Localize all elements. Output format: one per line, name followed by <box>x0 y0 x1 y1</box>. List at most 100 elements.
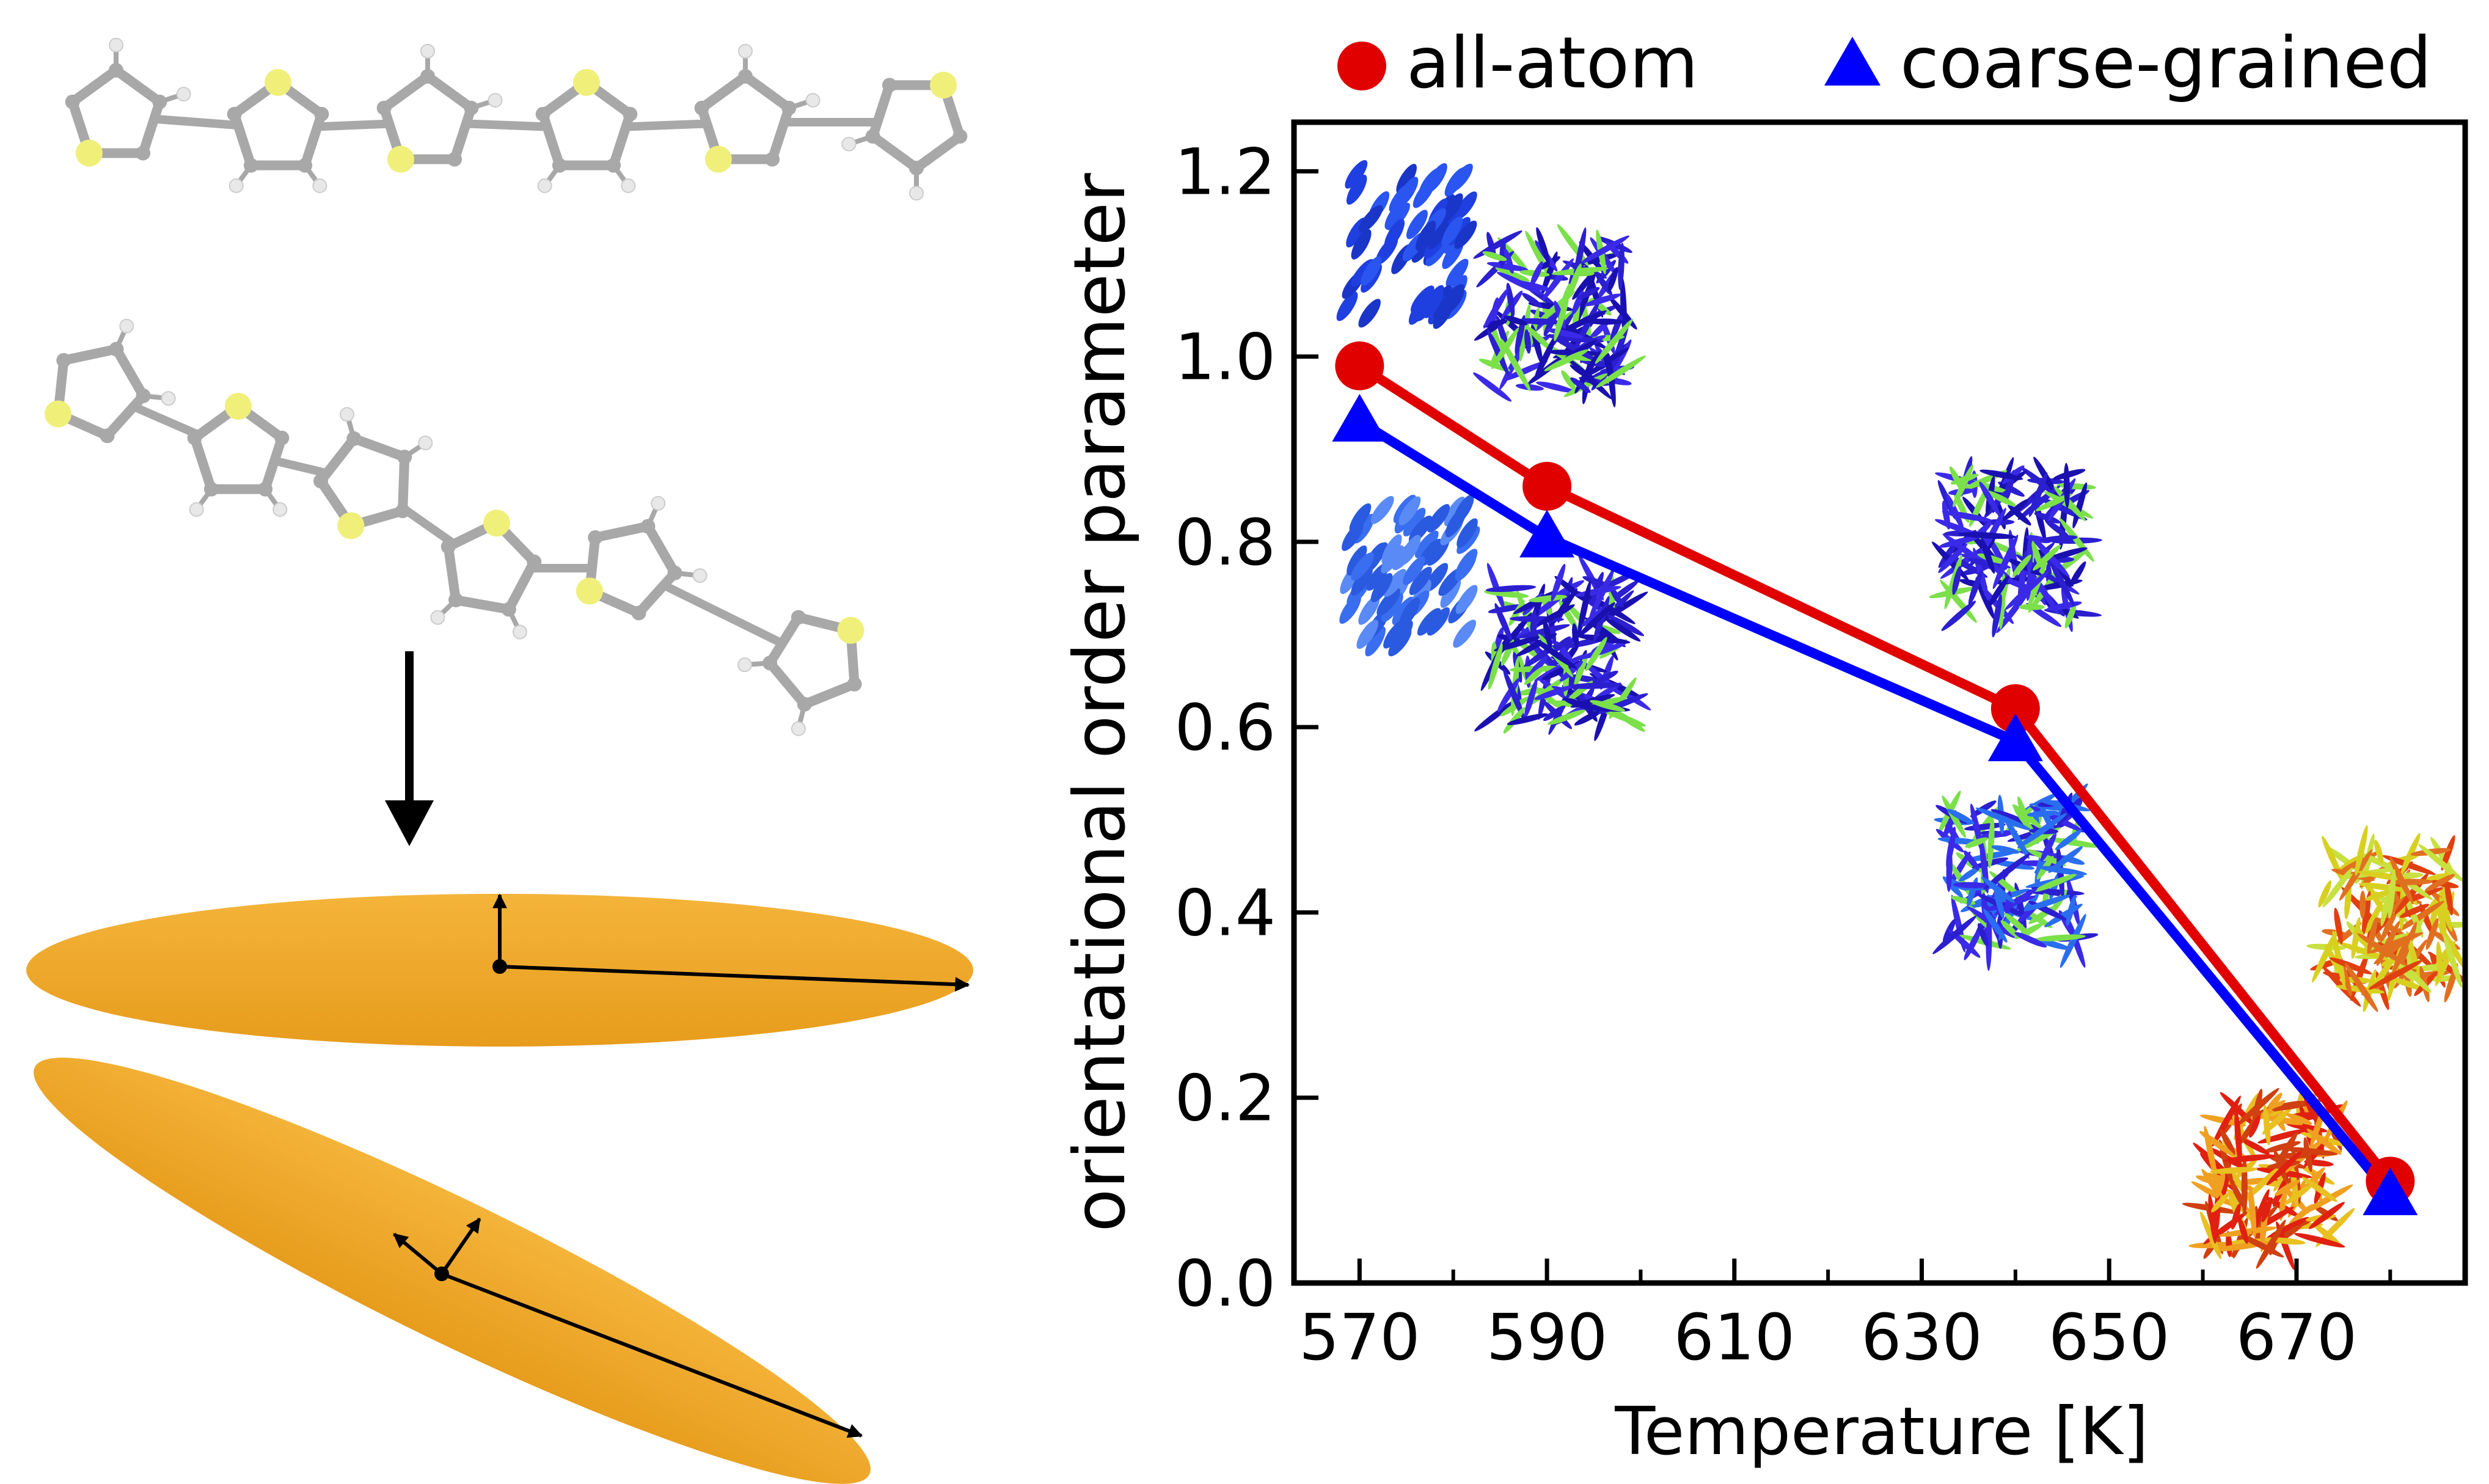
inset-particle <box>1500 696 1530 717</box>
inset-particle <box>2357 933 2408 967</box>
inset-particle <box>1536 381 1575 393</box>
inset-particle <box>1534 335 1557 381</box>
x-tick-label: 670 <box>2236 1300 2358 1375</box>
inset-particle <box>1589 568 1615 619</box>
inset-particle <box>2013 806 2037 837</box>
inset-particle <box>1561 370 1577 392</box>
inset-particle <box>2034 512 2061 524</box>
inset-particle <box>1474 700 1515 732</box>
inset-particle <box>1981 877 2015 903</box>
inset-particle <box>2200 1212 2221 1259</box>
y-tick-label: 1.2 <box>1175 134 1276 209</box>
inset-particle <box>2246 1167 2279 1199</box>
inset-particle <box>1396 164 1417 194</box>
inset-particle <box>1397 177 1419 207</box>
coarse-graining-arrow <box>385 651 434 846</box>
data-point-all-atom <box>1990 684 2040 733</box>
inset-particle <box>2047 838 2100 848</box>
inset-particle <box>2028 472 2048 517</box>
inset-particle <box>1522 293 1543 309</box>
inset-particle <box>1384 219 1405 249</box>
inset-particle <box>2286 1113 2312 1125</box>
inset-particle <box>2220 1128 2235 1155</box>
inset-particle <box>1365 626 1386 657</box>
data-point-coarse-grained <box>1987 713 2043 761</box>
inset-particle <box>1455 552 1477 581</box>
inset-particle <box>2419 903 2433 933</box>
inset-particle <box>1456 518 1478 548</box>
inset-particle <box>1351 552 1374 581</box>
inset-particle <box>1992 594 2002 638</box>
inset-particle <box>2023 894 2071 912</box>
inset-particle <box>1399 597 1420 627</box>
inset-particle <box>1979 508 2006 557</box>
inset-particle <box>2301 1177 2337 1202</box>
inset-particle <box>1607 267 1618 292</box>
inset-particle <box>1485 585 1537 592</box>
inset-particle <box>1543 706 1566 722</box>
inset-particle <box>2251 1189 2270 1234</box>
inset-particle <box>1994 886 2005 919</box>
inset-particle <box>2424 874 2455 892</box>
y-tick-label: 0.8 <box>1175 505 1276 580</box>
inset-particle <box>2444 878 2454 916</box>
inset-snapshot <box>1339 494 1480 657</box>
legend-marker-all-atom <box>1337 42 1386 90</box>
inset-particle <box>2358 882 2408 892</box>
inset-particle <box>1347 545 1367 576</box>
inset-particle <box>2365 890 2392 901</box>
inset-particle <box>1356 620 1378 649</box>
inset-particle <box>2053 469 2086 480</box>
inset-particle <box>2041 832 2057 862</box>
inset-particle <box>1941 601 1976 631</box>
inset-particle <box>1584 293 1621 307</box>
inset-particle <box>1453 620 1477 648</box>
inset-particle <box>1403 556 1425 585</box>
x-tick-label: 650 <box>2049 1300 2170 1375</box>
inset-particle <box>1572 271 1595 300</box>
inset-particle <box>1990 809 2031 825</box>
inset-particle <box>2294 1233 2345 1248</box>
inset-particle <box>2261 1197 2273 1223</box>
inset-particle <box>2322 868 2353 908</box>
inset-particle <box>1932 915 1977 954</box>
inset-particle <box>2424 873 2453 882</box>
inset-particle <box>1427 607 1450 636</box>
inset-particle <box>1454 191 1477 221</box>
inset-snapshot <box>2306 825 2465 1012</box>
inset-particle <box>1607 615 1645 637</box>
inset-particle <box>1524 679 1538 718</box>
inset-particle <box>2334 907 2343 945</box>
inset-particle <box>2055 830 2082 850</box>
inset-particle <box>2003 816 2030 859</box>
inset-particle <box>2404 965 2432 993</box>
inset-particle <box>1979 481 2000 516</box>
inset-particle <box>2249 1115 2261 1138</box>
inset-particle <box>1939 535 1980 548</box>
inset-particle <box>1482 251 1507 261</box>
inset-particle <box>2234 1109 2242 1166</box>
inset-particle <box>1575 634 1631 644</box>
inset-particle <box>1532 637 1577 670</box>
inset-particle <box>1455 585 1478 614</box>
inset-particle <box>2284 1184 2312 1205</box>
inset-particle <box>1978 923 1989 947</box>
axes: 570 590 610 630 650 670 0.0 0.2 0.4 0.6 0.8 1.0 1.2 <box>1175 134 2392 1375</box>
inset-particle <box>1486 261 1529 271</box>
inset-particle <box>2443 935 2462 988</box>
inset-particle <box>1473 372 1512 402</box>
inset-snapshot <box>1336 160 1477 329</box>
inset-particle <box>2004 913 2030 936</box>
inset-particle <box>1507 713 1548 725</box>
inset-particle <box>1985 490 2016 506</box>
inset-particle <box>1544 349 1588 371</box>
inset-particle <box>1384 200 1406 230</box>
inset-particle <box>2359 890 2366 919</box>
inset-particle <box>2072 482 2088 528</box>
inset-particle <box>2262 1108 2292 1135</box>
inset-particle <box>2002 499 2028 521</box>
inset-snapshot <box>1473 224 1646 408</box>
inset-particle <box>1525 230 1553 281</box>
inset-particle <box>1345 160 1368 189</box>
inset-particle <box>2231 1203 2241 1230</box>
